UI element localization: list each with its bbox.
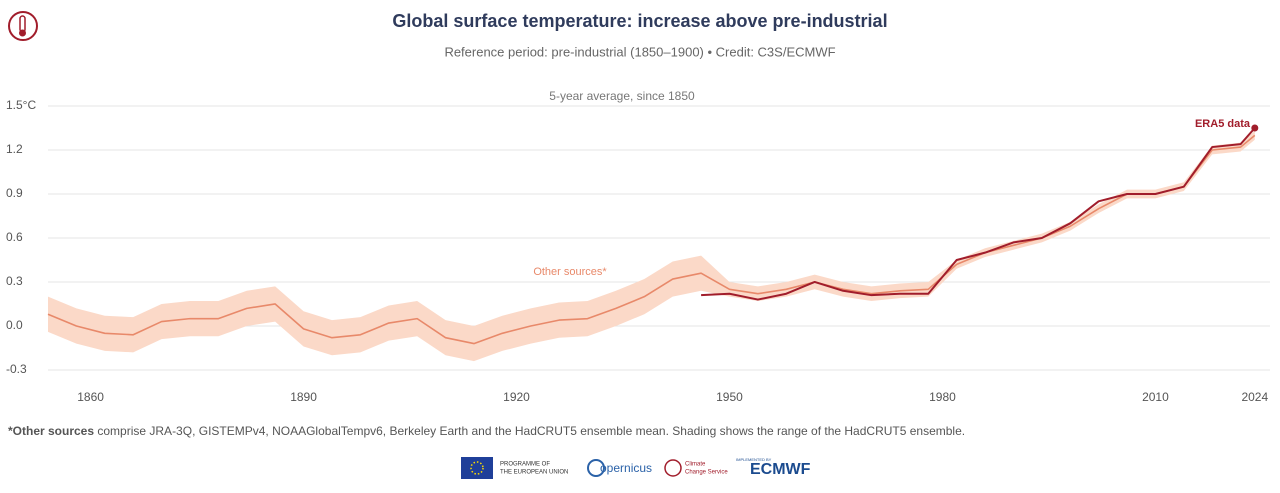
- end-dot: [1251, 124, 1259, 132]
- logo-text: THE EUROPEAN UNION: [500, 470, 568, 476]
- x-tick-label: 2010: [1142, 390, 1169, 404]
- logo-text: opernicus: [600, 461, 652, 475]
- footnote: *Other sources comprise JRA-3Q, GISTEMPv…: [8, 424, 965, 438]
- chart-title: Global surface temperature: increase abo…: [392, 11, 887, 31]
- inner-title: 5-year average, since 1850: [549, 89, 695, 103]
- logo-text: IMPLEMENTED BY: [736, 457, 772, 462]
- y-tick-label: 0.3: [6, 274, 23, 288]
- x-tick-label: 1950: [716, 390, 743, 404]
- logo-text: Climate: [685, 462, 706, 468]
- chart-subtitle: Reference period: pre-industrial (1850–1…: [444, 44, 835, 59]
- y-tick-label: 0.9: [6, 186, 23, 200]
- x-tick-label: 1860: [77, 390, 104, 404]
- x-tick-label: 1890: [290, 390, 317, 404]
- series-line: [701, 127, 1256, 301]
- footnote-bold: *Other sources: [8, 424, 94, 438]
- era5-label: ERA5 data: [1195, 118, 1251, 130]
- series-line: [47, 134, 1256, 345]
- c3s-icon: [8, 11, 38, 41]
- x-tick-label: 1980: [929, 390, 956, 404]
- y-tick-label: 0.6: [6, 230, 23, 244]
- logo-text: ECMWF: [750, 461, 811, 478]
- logo-text: PROGRAMME OF: [500, 462, 550, 468]
- y-tick-label: 1.2: [6, 142, 23, 156]
- x-tick-label: 1920: [503, 390, 530, 404]
- range-band: [48, 130, 1255, 362]
- footnote-text: comprise JRA-3Q, GISTEMPv4, NOAAGlobalTe…: [94, 424, 965, 438]
- other-label: Other sources*: [533, 266, 607, 278]
- y-tick-label: 1.5°C: [6, 98, 36, 112]
- y-tick-label: -0.3: [6, 362, 27, 376]
- x-tick-label: 2024: [1241, 390, 1268, 404]
- logo-text: Change Service: [685, 470, 728, 476]
- y-tick-label: 0.0: [6, 318, 23, 332]
- logos: PROGRAMME OF THE EUROPEAN UNION opernicu…: [461, 457, 811, 479]
